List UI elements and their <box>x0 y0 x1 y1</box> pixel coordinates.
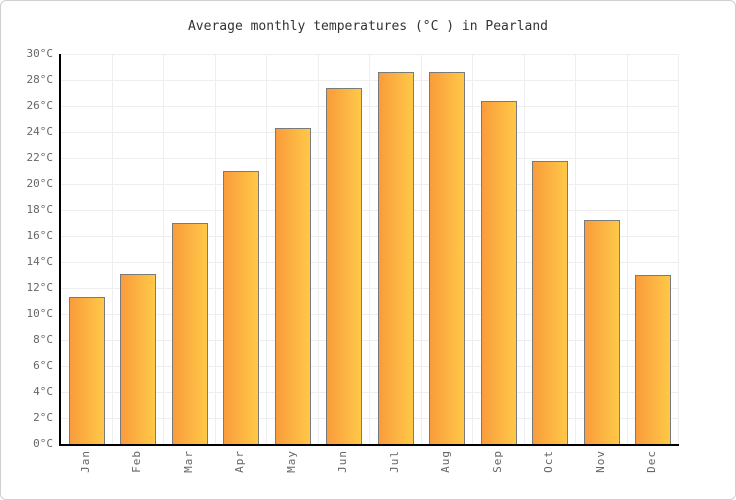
bar-dec[interactable] <box>635 275 672 444</box>
x-tick-label-feb: Feb <box>130 450 144 473</box>
y-tick-label-28: 28°C <box>26 73 54 86</box>
y-tick-label-0: 0°C <box>33 437 53 450</box>
h-gridline-28 <box>61 80 679 81</box>
bar-mar[interactable] <box>171 223 208 444</box>
h-gridline-16 <box>61 236 679 237</box>
y-tick-label-18: 18°C <box>26 203 54 216</box>
x-tick-label-may: May <box>284 450 298 473</box>
bar-nov[interactable] <box>583 220 620 444</box>
h-gridline-6 <box>61 366 679 367</box>
y-tick-label-12: 12°C <box>26 281 54 294</box>
x-tick-label-apr: Apr <box>233 450 247 473</box>
y-tick-label-6: 6°C <box>33 359 53 372</box>
v-gridline-12 <box>678 54 679 444</box>
bar-sep[interactable] <box>480 100 517 444</box>
h-gridline-12 <box>61 288 679 289</box>
y-tick-label-20: 20°C <box>26 177 54 190</box>
v-gridline-8 <box>472 54 473 444</box>
x-tick-label-sep: Sep <box>490 450 504 473</box>
y-tick-label-30: 30°C <box>26 47 54 60</box>
v-gridline-3 <box>214 54 216 444</box>
y-tick-label-22: 22°C <box>26 151 54 164</box>
bar-may[interactable] <box>274 128 311 444</box>
h-gridline-30 <box>61 54 679 55</box>
h-gridline-8 <box>61 340 679 341</box>
v-gridline-5 <box>317 54 319 444</box>
v-gridline-11 <box>626 54 628 444</box>
v-gridline-4 <box>266 54 267 444</box>
x-tick-label-jan: Jan <box>78 450 92 473</box>
h-gridline-18 <box>61 210 679 211</box>
v-gridline-1 <box>111 54 113 444</box>
y-tick-label-4: 4°C <box>33 385 53 398</box>
h-gridline-4 <box>61 392 679 393</box>
plot-area <box>59 54 679 446</box>
bar-oct[interactable] <box>532 160 569 444</box>
x-tick-label-aug: Aug <box>439 450 453 473</box>
bar-jul[interactable] <box>377 72 414 444</box>
v-gridline-9 <box>523 54 525 444</box>
h-gridline-20 <box>61 184 679 185</box>
x-tick-label-dec: Dec <box>645 450 659 473</box>
bar-aug[interactable] <box>429 72 466 444</box>
h-gridline-26 <box>61 106 679 107</box>
h-gridline-10 <box>61 314 679 315</box>
x-tick-label-oct: Oct <box>542 450 556 473</box>
bar-jan[interactable] <box>68 297 105 444</box>
y-tick-label-14: 14°C <box>26 255 54 268</box>
y-tick-label-2: 2°C <box>33 411 53 424</box>
bar-apr[interactable] <box>223 171 260 444</box>
y-tick-label-16: 16°C <box>26 229 54 242</box>
v-gridline-2 <box>163 54 164 444</box>
y-tick-label-8: 8°C <box>33 333 53 346</box>
bar-jun[interactable] <box>326 87 363 444</box>
x-tick-label-nov: Nov <box>593 450 607 473</box>
y-tick-label-10: 10°C <box>26 307 54 320</box>
y-tick-label-24: 24°C <box>26 125 54 138</box>
h-gridline-22 <box>61 158 679 159</box>
v-gridline-6 <box>369 54 370 444</box>
x-tick-label-jul: Jul <box>387 450 401 473</box>
h-gridline-24 <box>61 132 679 133</box>
x-tick-label-mar: Mar <box>181 450 195 473</box>
v-gridline-7 <box>420 54 422 444</box>
v-gridline-10 <box>575 54 576 444</box>
x-tick-label-jun: Jun <box>336 450 350 473</box>
h-gridline-2 <box>61 418 679 419</box>
chart-title: Average monthly temperatures (°C ) in Pe… <box>187 19 549 34</box>
y-tick-label-26: 26°C <box>26 99 54 112</box>
bar-feb[interactable] <box>120 273 157 444</box>
h-gridline-14 <box>61 262 679 263</box>
